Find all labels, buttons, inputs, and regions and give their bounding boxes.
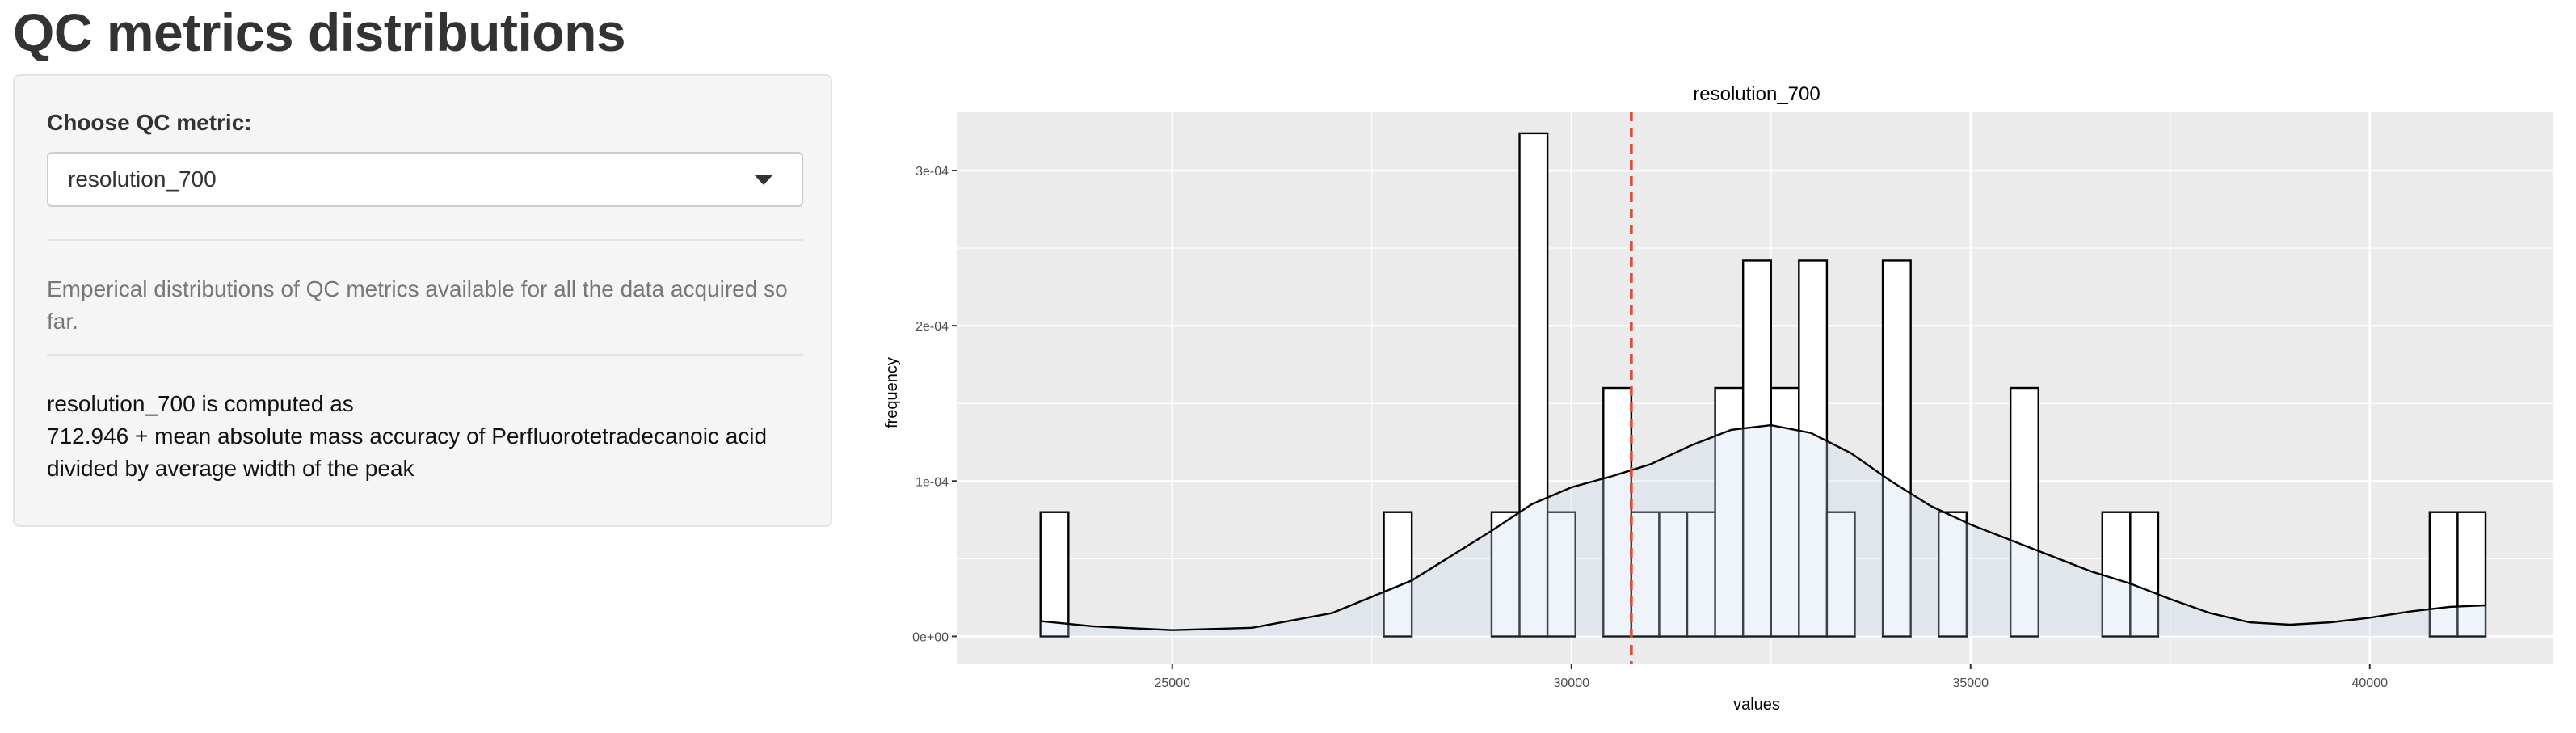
x-tick-label: 30000 bbox=[1554, 676, 1590, 690]
metric-description: Emperical distributions of QC metrics av… bbox=[47, 276, 788, 334]
histogram-bar bbox=[1658, 511, 1689, 638]
histogram-bar bbox=[1686, 511, 1716, 638]
y-tick-label: 0e+00 bbox=[912, 630, 949, 644]
density-area bbox=[1040, 425, 2486, 637]
computed-as-line-2: 712.946 + mean absolute mass accuracy of… bbox=[47, 423, 768, 449]
histogram-bar bbox=[1383, 511, 1413, 638]
y-axis-label: frequency bbox=[883, 357, 901, 428]
histogram-svg: resolution_700 values frequency 0e+00 1e-… bbox=[883, 83, 2553, 714]
metric-select[interactable]: resolution_700 bbox=[47, 152, 803, 207]
density-line bbox=[1040, 423, 2486, 631]
divider bbox=[47, 354, 803, 356]
x-tick-label: 35000 bbox=[1953, 676, 1989, 690]
metric-select-label: Choose QC metric: bbox=[47, 110, 252, 135]
y-tick-label: 3e-04 bbox=[915, 165, 949, 179]
histogram-bar bbox=[1825, 511, 1856, 638]
sidebar-panel: Choose QC metric: resolution_700 Emperic… bbox=[13, 74, 832, 527]
chart-title: resolution_700 bbox=[1693, 83, 1820, 105]
y-tick-label: 2e-04 bbox=[915, 320, 949, 334]
histogram-bar bbox=[1741, 259, 1772, 638]
histogram-chart: resolution_700 values frequency 0e+00 1e-… bbox=[873, 71, 2576, 729]
computed-as-block: resolution_700 is computed as 712.946 + … bbox=[47, 388, 798, 485]
histogram-bar bbox=[2129, 511, 2160, 638]
computed-as-line-1: resolution_700 is computed as bbox=[47, 391, 354, 416]
histogram-bar bbox=[2428, 511, 2459, 638]
histogram-bar bbox=[1881, 259, 1912, 638]
histogram-bar bbox=[1518, 132, 1549, 638]
metric-select-value: resolution_700 bbox=[68, 166, 217, 192]
page-title: QC metrics distributions bbox=[13, 2, 626, 62]
x-tick-label: 40000 bbox=[2352, 676, 2389, 690]
histogram-bar bbox=[2009, 386, 2039, 638]
x-axis-label: values bbox=[1733, 696, 1780, 714]
histogram-bar bbox=[1798, 259, 1829, 638]
chevron-down-icon[interactable] bbox=[755, 175, 772, 185]
computed-as-line-3: divided by average width of the peak bbox=[47, 456, 415, 481]
divider bbox=[47, 239, 803, 241]
y-tick-label: 1e-04 bbox=[915, 475, 949, 489]
histogram-bar bbox=[1938, 511, 1968, 638]
histogram-bar bbox=[2456, 511, 2487, 638]
histogram-bar bbox=[1039, 511, 1070, 638]
x-tick-label: 25000 bbox=[1155, 676, 1191, 690]
histogram-bar bbox=[1546, 511, 1576, 638]
